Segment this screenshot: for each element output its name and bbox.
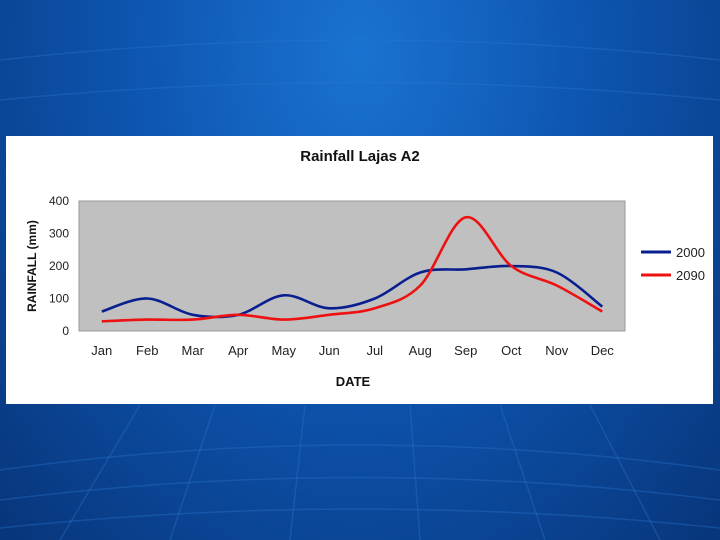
x-tick-label: Nov xyxy=(545,343,569,358)
x-axis-label: DATE xyxy=(336,374,371,389)
line-chart: RAINFALL (mm) DATE 0 100 200 300 400 Jan Feb M… xyxy=(25,194,705,389)
x-tick-label: Jun xyxy=(319,343,340,358)
chart-title: Rainfall Lajas A2 xyxy=(300,148,420,165)
y-tick-label: 400 xyxy=(49,194,69,208)
series-line-2090 xyxy=(101,215,603,323)
y-tick-label: 100 xyxy=(49,292,69,306)
x-tick-label: Dec xyxy=(591,343,615,358)
x-tick-label: Aug xyxy=(409,343,432,358)
y-tick-label: 0 xyxy=(62,324,69,338)
chart-panel: RAINFALL (mm) DATE 0 100 200 300 400 Jan Feb M… xyxy=(6,136,713,404)
x-tick-label: Apr xyxy=(228,343,249,358)
x-tick-label: Jan xyxy=(91,343,112,358)
series-line-2000 xyxy=(101,264,604,319)
x-tick-label: Oct xyxy=(501,343,522,358)
legend-label: 2090 xyxy=(676,268,705,283)
legend-label: 2000 xyxy=(676,245,705,260)
x-tick-label: Sep xyxy=(454,343,477,358)
y-tick-label: 200 xyxy=(49,259,69,273)
x-tick-label: Mar xyxy=(182,343,205,358)
y-tick-label: 300 xyxy=(49,227,69,241)
x-tick-label: Feb xyxy=(136,343,158,358)
y-axis-label: RAINFALL (mm) xyxy=(25,220,39,312)
x-tick-label: Jul xyxy=(366,343,383,358)
x-tick-label: May xyxy=(271,343,296,358)
